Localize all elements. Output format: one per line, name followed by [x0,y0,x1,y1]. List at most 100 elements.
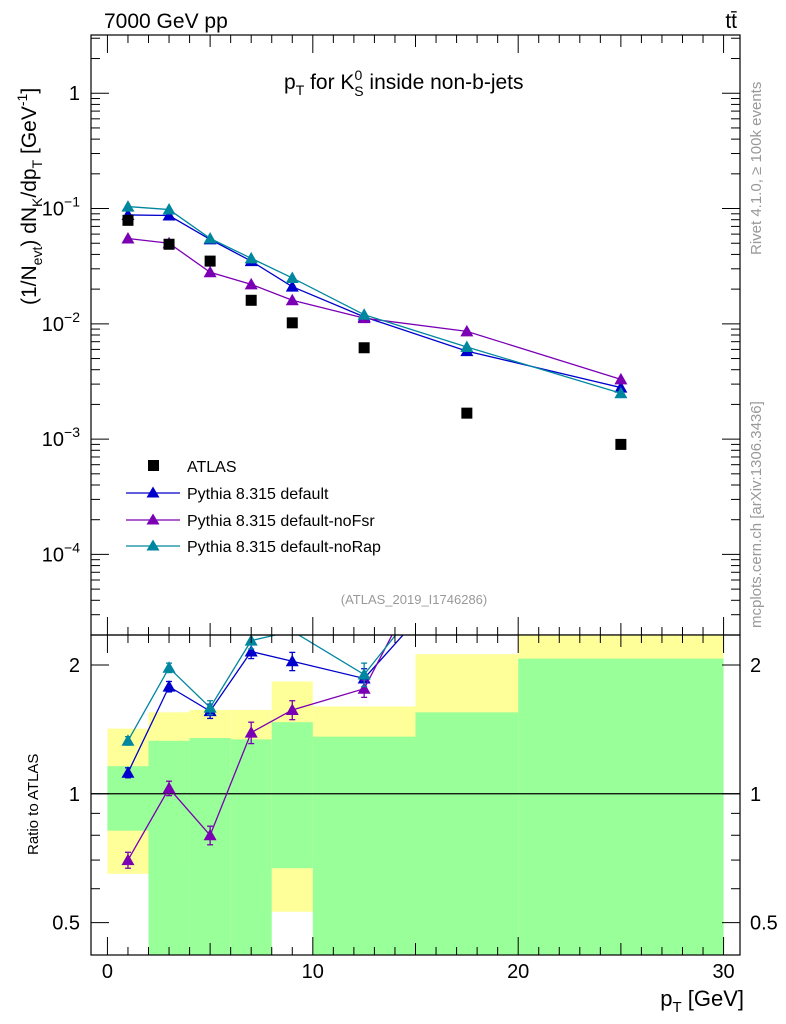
ratio-1-point [121,853,135,866]
y-tick-base: 10 [42,199,64,221]
ratio-0-point [162,680,176,692]
atlas-point [615,438,627,450]
ratio-0-point [285,654,299,667]
x-tick-label: 20 [507,961,529,983]
header-right: tt̄ [725,10,737,33]
side-text-bottom: mcplots.cern.ch [arXiv:1306.3436] [748,401,765,628]
ratio-1-point [285,703,299,715]
ratio-panel: 0.5 0.51 12 20 10 20 30 Ratio to ATLAS pT [GeV… [25,634,778,1016]
ratio-tick-label-left: 2 [69,655,80,677]
ratio-1-point [203,828,217,841]
atlas-point [358,342,370,354]
y-tick-base: 1 [69,83,80,105]
chart-title: pT for K0 S inside non-b-jets [284,67,524,99]
ratio-tick-label-left: 1 [69,784,80,806]
series-0-point [285,280,299,292]
green-band [189,738,231,955]
green-band [312,736,416,955]
main-series [121,200,628,450]
x-axis-label: pT [GeV] [660,986,744,1016]
ratio-line-1 [127,635,393,861]
y-tick-label: 10−4 [42,539,80,566]
series-1-point [460,324,474,337]
legend-label-norap: Pythia 8.315 default-noRap [187,539,381,556]
series-2-point [121,200,135,212]
x-tick-label: 0 [102,961,113,983]
green-band [271,722,313,869]
ratio-y-label: Ratio to ATLAS [25,754,42,855]
series-1-point [244,277,258,290]
ratio-axis-ticks: 0.5 0.51 12 20 10 20 30 [52,635,778,983]
ratio-2-point [162,661,176,673]
atlas-point [204,255,216,267]
ratio-2-point [357,668,371,680]
main-panel: 110−110−210−310−4 pT for K0 S inside non-… [14,34,741,636]
y-tick-base: 10 [42,544,64,566]
legend-label-atlas: ATLAS [187,459,237,476]
x-tick-label: 30 [712,961,734,983]
y-tick-base: 10 [42,429,64,451]
y-tick-label: 10−1 [42,194,80,221]
ratio-series-clipped [121,635,404,869]
series-2-point [285,271,299,283]
side-text-top: Rivet 4.1.0, ≥ 100k events [748,82,765,255]
ratio-0-point [121,766,135,778]
atlas-point [245,294,257,306]
ratio-1-point [244,726,258,738]
series-1-point [121,231,135,244]
green-band [415,712,519,955]
series-1-point [203,265,217,278]
green-band [148,740,190,955]
ratio-tick-label-right: 0.5 [750,913,778,935]
ratio-tick-label-right: 1 [750,784,761,806]
series-2-point [460,340,474,352]
series-2-point [203,231,217,244]
atlas-point [163,238,175,250]
y-tick-label: 10−2 [42,309,80,336]
legend-label-nofsr: Pythia 8.315 default-noFsr [187,513,375,530]
atlas-point [122,214,134,226]
ratio-1-point [357,682,371,694]
green-band [518,658,724,955]
series-2-point [357,308,371,320]
ratio-1-point [162,781,176,794]
analysis-label: (ATLAS_2019_I1746286) [341,592,487,607]
legend-marker-default [146,486,160,498]
ratio-tick-label-right: 2 [750,655,761,677]
legend-label-default: Pythia 8.315 default [187,486,329,503]
legend-marker-norap [146,539,160,551]
series-2-point [162,203,176,215]
series-2-point [614,386,628,399]
y-tick-label: 10−3 [42,424,80,451]
ratio-2-point [121,734,135,746]
y-tick-exp: −2 [64,309,80,325]
y-tick-base: 10 [42,314,64,336]
series-line-1 [127,237,622,380]
legend: ATLAS Pythia 8.315 default Pythia 8.315 … [126,459,381,556]
series-1-point [614,372,628,385]
ratio-2-point [203,701,217,713]
atlas-point [461,407,473,419]
legend-marker-nofsr [146,513,160,525]
atlas-point [286,317,298,329]
x-tick-label: 10 [302,961,324,983]
ratio-series [121,635,404,869]
ratio-tick-label-left: 0.5 [52,913,80,935]
y-tick-exp: −4 [64,539,80,555]
y-tick-exp: −3 [64,424,80,440]
y-axis-label: (1/Nevt) dNK/dpT [GeV-1] [14,88,45,305]
series-line-0 [127,214,622,389]
ratio-line-0 [127,635,404,774]
main-axis-ticks: 110−110−210−310−4 [42,35,740,636]
y-tick-exp: −1 [64,194,80,210]
ratio-0-point [244,645,258,657]
y-tick-label: 1 [69,83,80,105]
header-left: 7000 GeV pp [104,10,228,33]
series-0-point [162,209,176,221]
series-line-2 [127,205,622,394]
legend-marker-atlas [148,460,159,471]
ratio-bands [107,635,724,955]
green-band [230,739,272,955]
series-2-point [244,251,258,264]
